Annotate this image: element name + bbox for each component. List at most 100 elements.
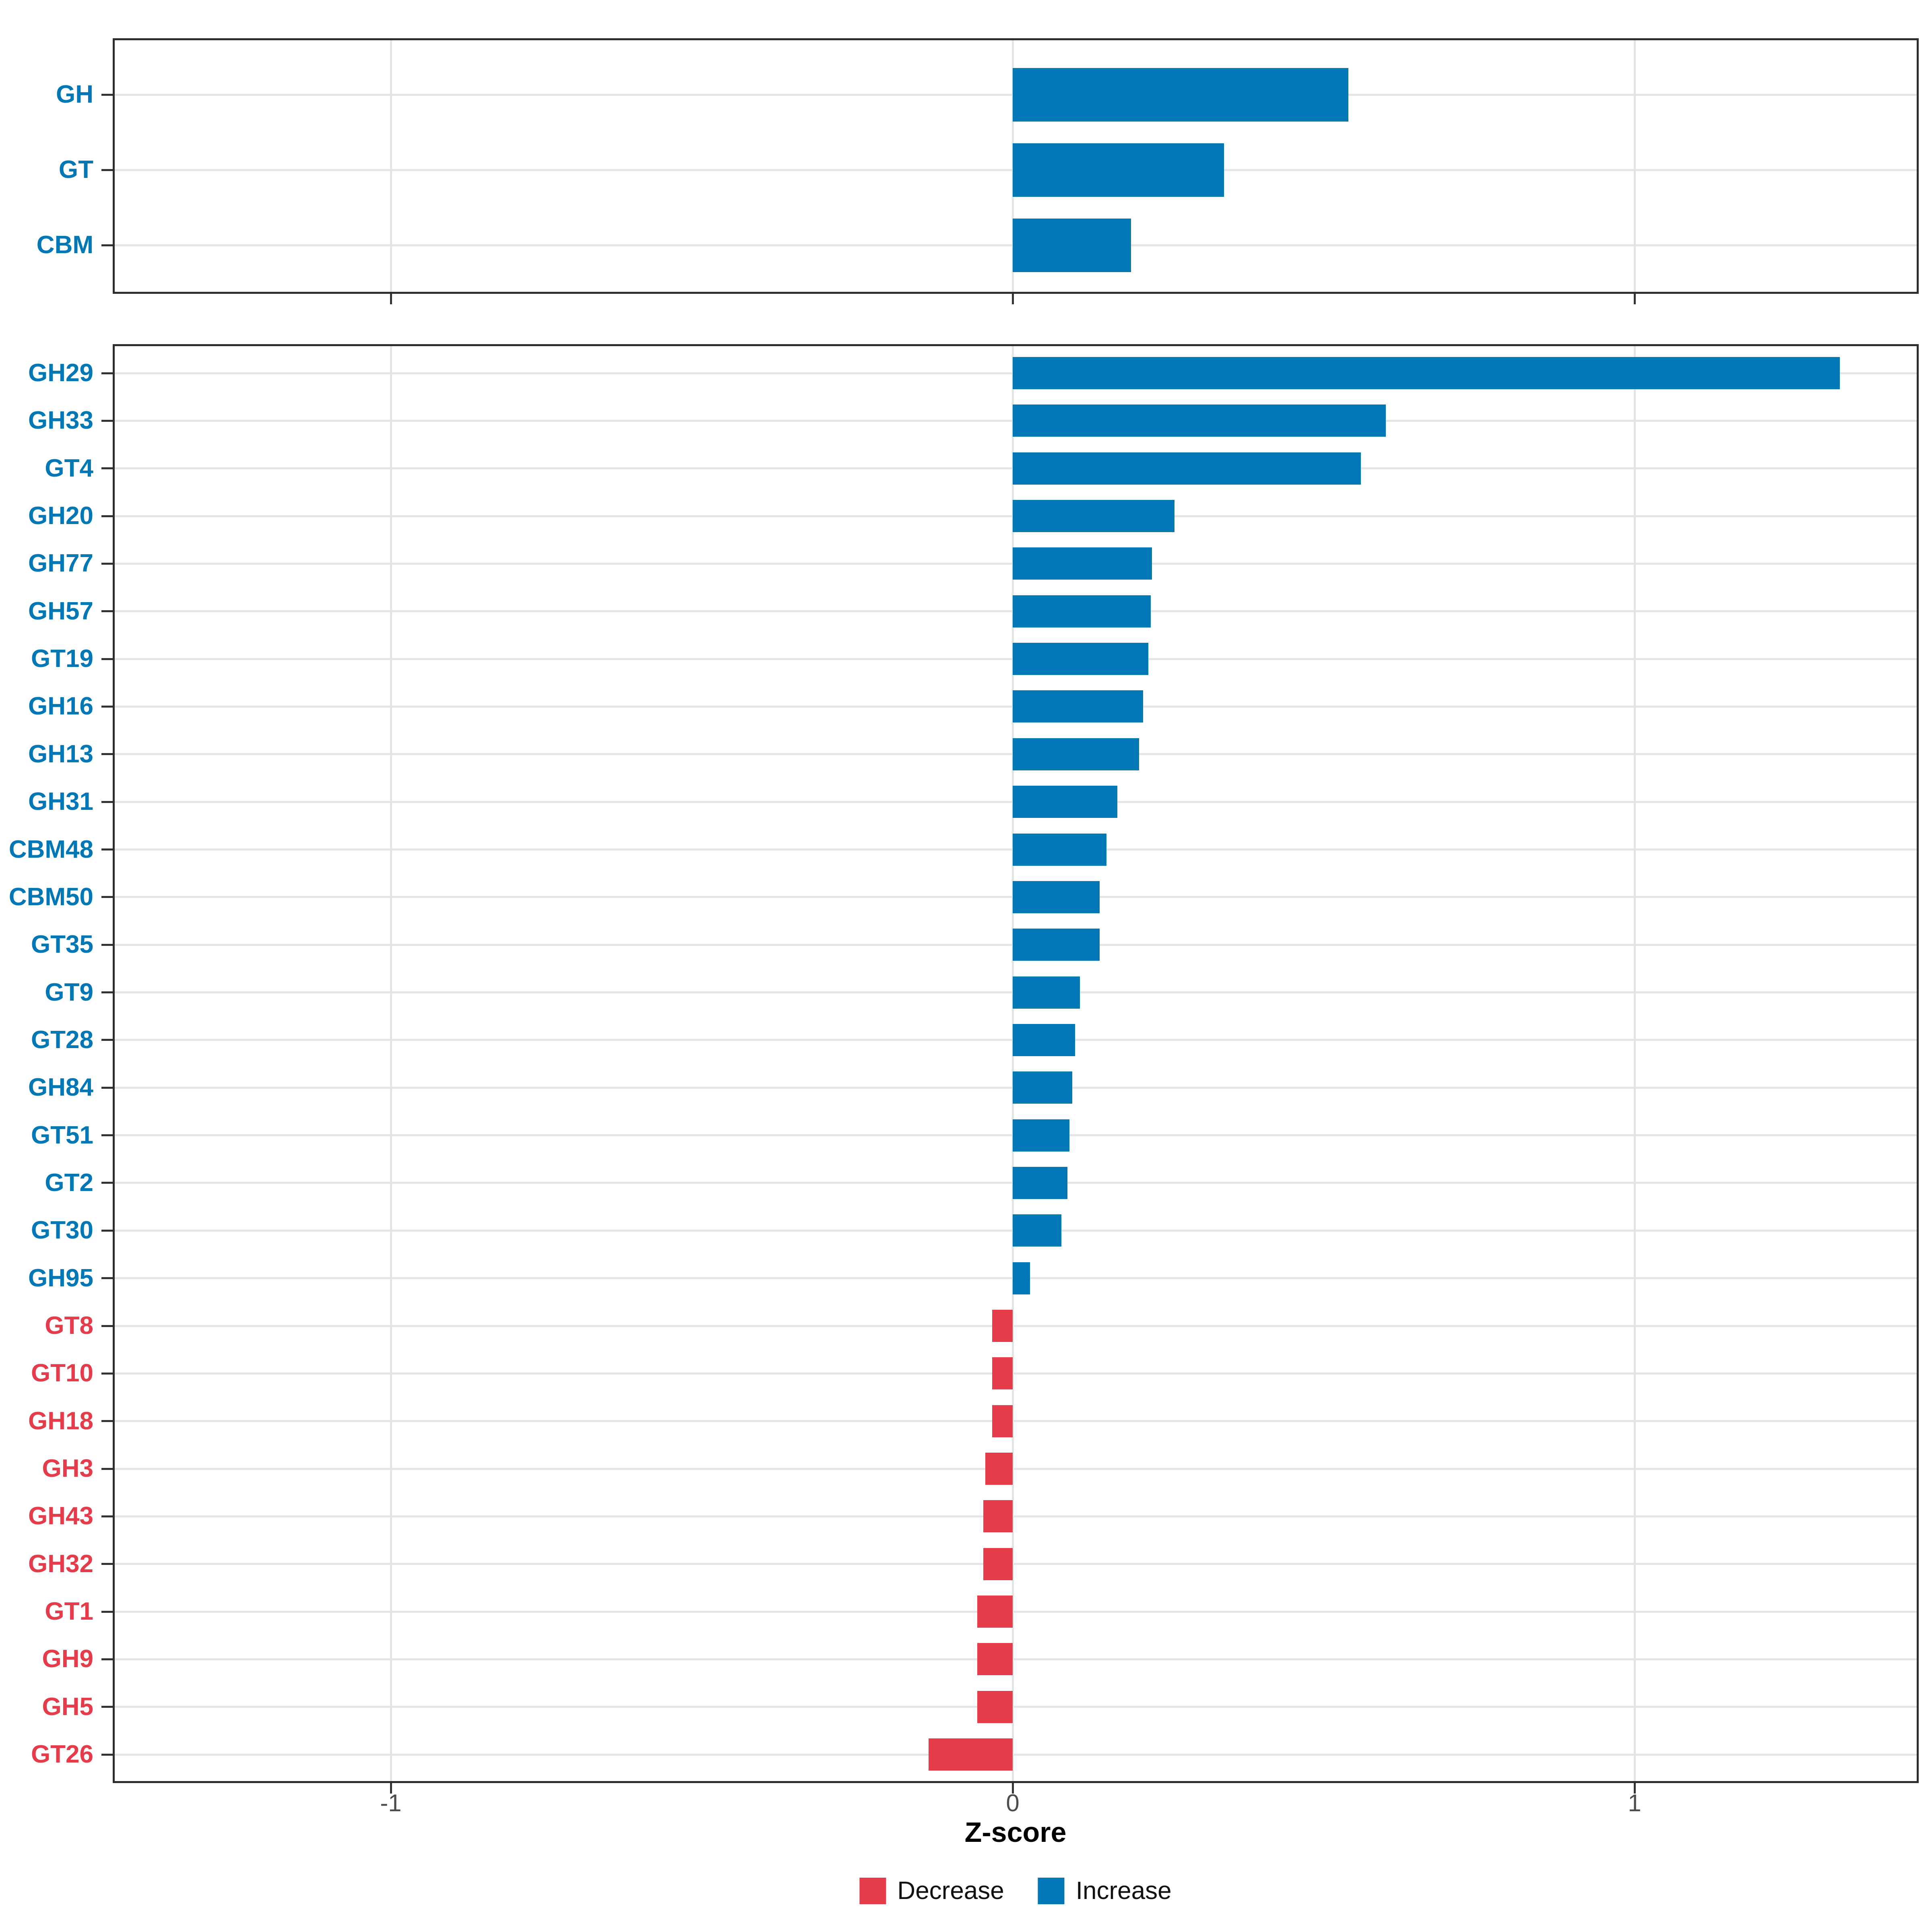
x-axis-tick	[390, 1783, 392, 1794]
y-axis-tick	[101, 93, 113, 96]
y-axis-label: CBM	[36, 231, 93, 259]
y-axis-tick	[101, 705, 113, 708]
y-axis-label: GT19	[31, 645, 93, 673]
y-axis-label: GT2	[45, 1168, 93, 1197]
y-axis-tick	[101, 896, 113, 898]
legend-label-increase: Increase	[1075, 1877, 1172, 1905]
y-axis-tick	[101, 991, 113, 994]
y-axis-tick	[101, 658, 113, 660]
h-gridline	[115, 1610, 1917, 1613]
y-axis-tick	[101, 1325, 113, 1327]
bar-GH3	[985, 1453, 1013, 1485]
y-axis-label: GH33	[28, 407, 93, 435]
v-gridline	[390, 346, 392, 1781]
bar-GH77	[1013, 547, 1152, 580]
bar-GT2	[1013, 1166, 1067, 1199]
bar-GT28	[1013, 1024, 1075, 1056]
bar-GT	[1013, 143, 1224, 197]
y-axis-label: GH84	[28, 1073, 93, 1102]
legend-key-decrease	[859, 1877, 886, 1904]
bar-GH5	[977, 1690, 1013, 1723]
x-axis-tick	[1633, 294, 1636, 304]
bar-CBM	[1013, 218, 1131, 272]
y-axis-tick	[101, 1706, 113, 1708]
bar-GH20	[1013, 500, 1174, 533]
y-axis-label: GH5	[42, 1693, 93, 1721]
bar-GT26	[929, 1738, 1013, 1771]
bar-GH95	[1013, 1262, 1030, 1294]
h-gridline	[115, 1706, 1917, 1708]
y-axis-label: GH	[56, 80, 93, 108]
y-axis-label: GT35	[31, 931, 93, 959]
bar-GH9	[977, 1643, 1013, 1676]
x-tick-label: -1	[380, 1790, 402, 1816]
bar-GH57	[1013, 595, 1151, 627]
x-axis-tick	[1633, 1783, 1636, 1794]
y-axis-tick	[101, 1563, 113, 1565]
y-axis-tick	[101, 244, 113, 246]
y-axis-label: GT8	[45, 1312, 93, 1340]
bar-GH29	[1013, 357, 1840, 389]
v-gridline	[1633, 346, 1636, 1781]
y-axis-label: GH57	[28, 597, 93, 625]
bar-GH43	[983, 1500, 1013, 1533]
y-axis-label: GH3	[42, 1455, 93, 1483]
y-axis-label: GT26	[31, 1740, 93, 1769]
y-axis-tick	[101, 1277, 113, 1280]
bar-GT35	[1013, 929, 1100, 961]
y-axis-tick	[101, 1086, 113, 1089]
y-axis-label: GT28	[31, 1026, 93, 1054]
bar-GH32	[983, 1548, 1013, 1580]
bar-GH13	[1013, 738, 1139, 770]
h-gridline	[115, 1325, 1917, 1327]
panel-family	[113, 344, 1919, 1783]
y-axis-label: GT1	[45, 1598, 93, 1626]
h-gridline	[115, 1420, 1917, 1422]
y-axis-label: GT9	[45, 978, 93, 1006]
y-axis-tick	[101, 467, 113, 470]
y-axis-label: GH95	[28, 1264, 93, 1292]
y-axis-tick	[101, 610, 113, 613]
y-axis-label: GH13	[28, 740, 93, 768]
y-axis-tick	[101, 1420, 113, 1422]
y-axis-tick	[101, 1372, 113, 1375]
y-axis-tick	[101, 169, 113, 171]
y-axis-label: GT51	[31, 1121, 93, 1149]
bar-GT19	[1013, 643, 1148, 675]
h-gridline	[115, 1468, 1917, 1470]
x-axis-title: Z-score	[964, 1816, 1067, 1848]
x-tick-label: 0	[1006, 1790, 1020, 1816]
y-axis-label: GH20	[28, 502, 93, 530]
y-axis-tick	[101, 562, 113, 565]
y-axis-tick	[101, 1753, 113, 1756]
v-gridline	[1011, 346, 1014, 1781]
h-gridline	[115, 1658, 1917, 1660]
x-axis-tick	[1011, 1783, 1014, 1794]
y-axis-label: GT10	[31, 1359, 93, 1387]
bar-GH33	[1013, 405, 1386, 437]
y-axis-tick	[101, 1468, 113, 1470]
x-tick-label: 1	[1628, 1790, 1641, 1816]
y-axis-label: GH16	[28, 692, 93, 720]
legend: Decrease Increase	[859, 1876, 1172, 1905]
legend-label-decrease: Decrease	[897, 1877, 1004, 1905]
y-axis-tick	[101, 753, 113, 755]
y-axis-tick	[101, 1182, 113, 1184]
bar-GH18	[992, 1405, 1013, 1437]
bar-GT4	[1013, 452, 1361, 485]
y-axis-label: GT	[58, 156, 93, 184]
h-gridline	[115, 1372, 1917, 1375]
y-axis-tick	[101, 419, 113, 422]
y-axis-tick	[101, 801, 113, 803]
y-axis-tick	[101, 372, 113, 374]
v-gridline	[390, 40, 392, 292]
y-axis-tick	[101, 1134, 113, 1137]
bar-CBM48	[1013, 833, 1107, 866]
y-axis-label: GH43	[28, 1502, 93, 1530]
bar-GT1	[977, 1596, 1013, 1628]
y-axis-label: GT30	[31, 1216, 93, 1245]
bar-GH16	[1013, 690, 1144, 723]
bar-GH31	[1013, 786, 1117, 818]
h-gridline	[115, 1563, 1917, 1565]
